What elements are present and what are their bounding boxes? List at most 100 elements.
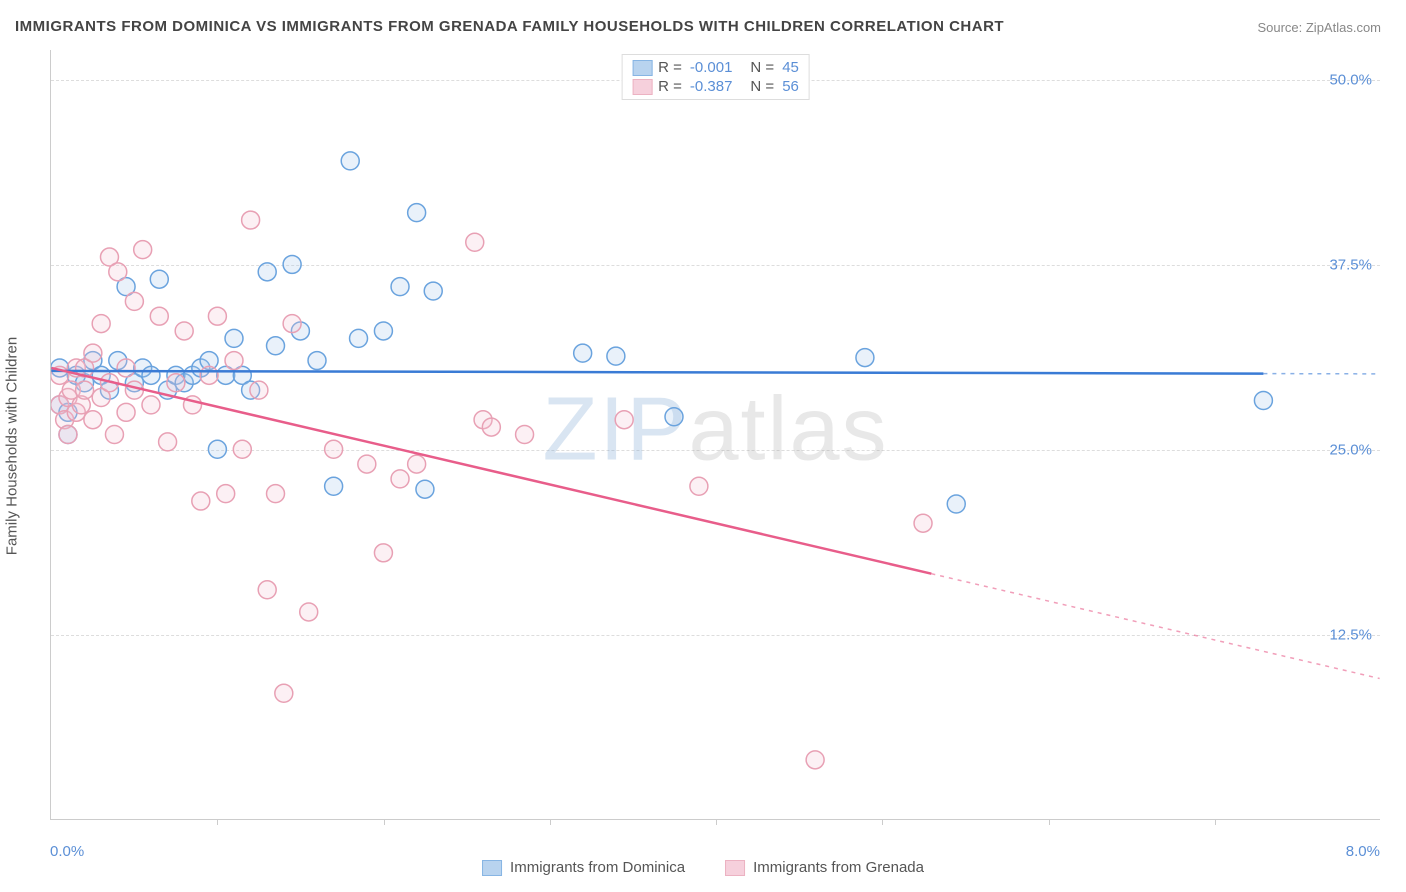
scatter-point — [466, 233, 484, 251]
plot-area: ZIPatlas R =-0.001 N =45 R =-0.387 N =56… — [50, 50, 1380, 820]
scatter-point — [92, 315, 110, 333]
legend-series: Immigrants from Dominica Immigrants from … — [482, 859, 924, 876]
scatter-point — [242, 211, 260, 229]
scatter-point — [690, 477, 708, 495]
scatter-point — [233, 440, 251, 458]
scatter-point — [325, 477, 343, 495]
legend-r-value: -0.387 — [690, 78, 733, 95]
legend-swatch — [632, 60, 652, 76]
scatter-point — [615, 411, 633, 429]
scatter-point — [325, 440, 343, 458]
scatter-point — [408, 204, 426, 222]
scatter-point — [267, 485, 285, 503]
legend-stats: R = -0.001 N = 45 R = -0.387 N = 56 — [621, 54, 810, 100]
scatter-point — [258, 263, 276, 281]
trendline-dashed — [931, 574, 1379, 679]
scatter-point — [84, 411, 102, 429]
scatter-point — [374, 544, 392, 562]
trendline — [51, 368, 931, 574]
scatter-point — [275, 684, 293, 702]
scatter-point — [105, 426, 123, 444]
scatter-point — [258, 581, 276, 599]
scatter-point — [1254, 391, 1272, 409]
x-axis-start-label: 0.0% — [50, 843, 84, 860]
scatter-point — [665, 408, 683, 426]
legend-label: Immigrants from Grenada — [753, 859, 924, 876]
scatter-point — [192, 492, 210, 510]
scatter-point — [308, 352, 326, 370]
scatter-point — [283, 315, 301, 333]
scatter-point — [117, 359, 135, 377]
scatter-point — [424, 282, 442, 300]
legend-n-label: N = — [750, 78, 774, 95]
x-axis-end-label: 8.0% — [1346, 843, 1380, 860]
scatter-point — [217, 485, 235, 503]
x-tick-mark — [550, 819, 551, 825]
legend-stat-row: R = -0.387 N = 56 — [632, 77, 799, 96]
legend-swatch — [482, 860, 502, 876]
scatter-point — [358, 455, 376, 473]
scatter-point — [341, 152, 359, 170]
scatter-point — [947, 495, 965, 513]
scatter-point — [76, 381, 94, 399]
scatter-point — [225, 352, 243, 370]
legend-swatch — [632, 79, 652, 95]
legend-item: Immigrants from Grenada — [725, 859, 924, 876]
scatter-point — [109, 263, 127, 281]
x-tick-mark — [384, 819, 385, 825]
x-tick-mark — [882, 819, 883, 825]
legend-n-value: 45 — [782, 59, 799, 76]
scatter-point — [300, 603, 318, 621]
plot-svg — [51, 50, 1380, 819]
scatter-point — [175, 322, 193, 340]
legend-swatch — [725, 860, 745, 876]
scatter-point — [350, 329, 368, 347]
scatter-point — [806, 751, 824, 769]
scatter-point — [416, 480, 434, 498]
scatter-point — [125, 381, 143, 399]
x-tick-mark — [217, 819, 218, 825]
scatter-point — [482, 418, 500, 436]
scatter-point — [225, 329, 243, 347]
scatter-point — [208, 440, 226, 458]
scatter-point — [84, 344, 102, 362]
scatter-point — [267, 337, 285, 355]
scatter-point — [142, 366, 160, 384]
scatter-point — [607, 347, 625, 365]
scatter-point — [159, 433, 177, 451]
scatter-point — [391, 470, 409, 488]
chart-title: IMMIGRANTS FROM DOMINICA VS IMMIGRANTS F… — [15, 18, 1004, 35]
scatter-point — [150, 307, 168, 325]
scatter-point — [391, 278, 409, 296]
scatter-point — [374, 322, 392, 340]
x-tick-mark — [1049, 819, 1050, 825]
scatter-point — [856, 349, 874, 367]
legend-r-value: -0.001 — [690, 59, 733, 76]
legend-stat-row: R = -0.001 N = 45 — [632, 58, 799, 77]
scatter-point — [914, 514, 932, 532]
scatter-point — [208, 307, 226, 325]
y-axis-label: Family Households with Children — [4, 337, 21, 555]
legend-r-label: R = — [658, 78, 682, 95]
scatter-point — [574, 344, 592, 362]
scatter-point — [167, 374, 185, 392]
scatter-point — [134, 241, 152, 259]
scatter-point — [408, 455, 426, 473]
legend-item: Immigrants from Dominica — [482, 859, 685, 876]
x-tick-mark — [1215, 819, 1216, 825]
scatter-point — [200, 366, 218, 384]
scatter-point — [150, 270, 168, 288]
legend-n-label: N = — [750, 59, 774, 76]
scatter-point — [117, 403, 135, 421]
scatter-point — [125, 292, 143, 310]
legend-label: Immigrants from Dominica — [510, 859, 685, 876]
legend-r-label: R = — [658, 59, 682, 76]
scatter-point — [142, 396, 160, 414]
scatter-point — [516, 426, 534, 444]
x-tick-mark — [716, 819, 717, 825]
source-label: Source: ZipAtlas.com — [1257, 20, 1381, 35]
legend-n-value: 56 — [782, 78, 799, 95]
scatter-point — [250, 381, 268, 399]
scatter-point — [283, 255, 301, 273]
scatter-point — [59, 426, 77, 444]
